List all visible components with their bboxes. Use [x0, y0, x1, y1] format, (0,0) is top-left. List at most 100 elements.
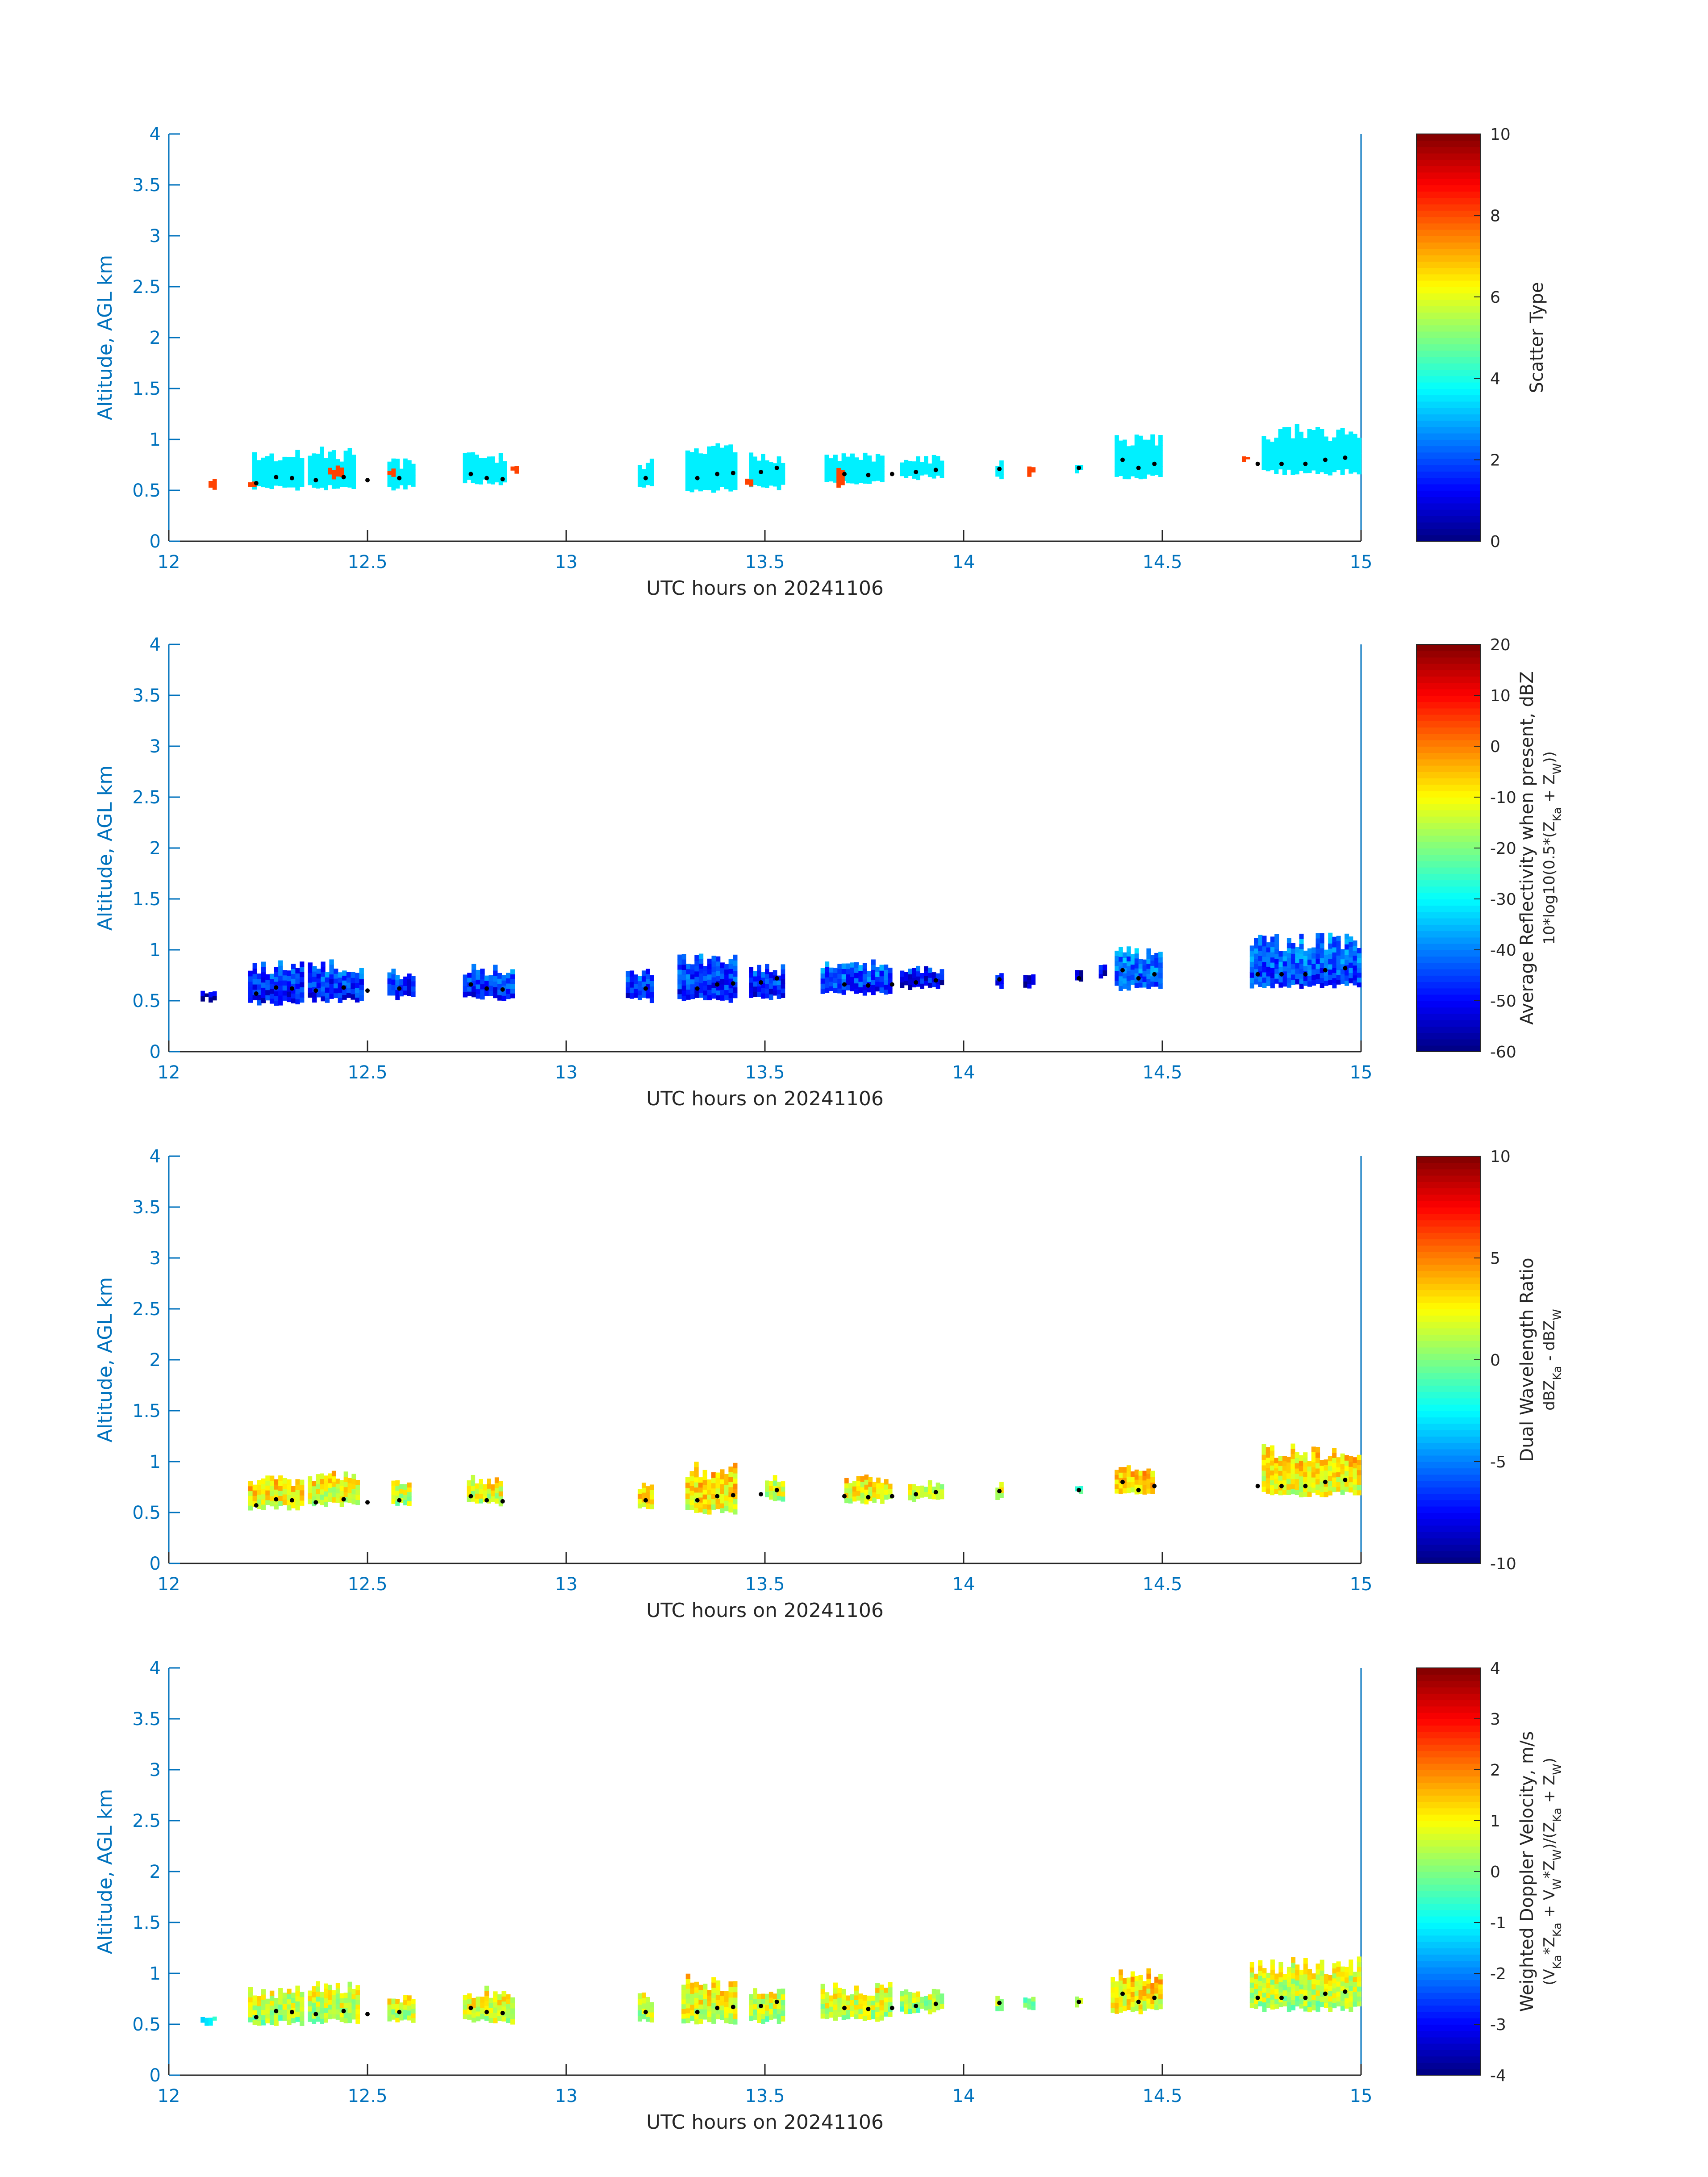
data-cell — [777, 1989, 781, 1994]
data-cell — [1291, 964, 1296, 969]
data-cell — [328, 2014, 332, 2019]
data-cell — [1332, 1458, 1337, 1463]
cloud-base-dot — [1136, 465, 1141, 470]
data-cell — [395, 2003, 400, 2009]
data-cell — [1138, 1989, 1143, 1995]
data-cell — [1332, 1472, 1337, 1478]
data-cell — [904, 1994, 909, 2000]
data-cell — [757, 2013, 761, 2018]
data-cell — [347, 463, 352, 468]
x-tick-label: 13 — [555, 1062, 578, 1083]
colorbar-segment — [1416, 465, 1480, 472]
colorbar-segment — [1416, 325, 1480, 332]
data-cell — [269, 1480, 275, 1486]
data-cell — [328, 1989, 332, 1995]
data-cell — [1295, 434, 1299, 440]
colorbar-segment — [1416, 816, 1480, 823]
data-cell — [1270, 936, 1275, 942]
data-cell — [476, 994, 480, 999]
data-cell — [820, 1998, 825, 2004]
data-cell — [1278, 1977, 1283, 1982]
data-cell — [407, 1501, 412, 1506]
data-cell — [287, 986, 292, 992]
data-cell — [498, 1481, 503, 1487]
data-cell — [698, 953, 704, 959]
data-cell — [852, 1486, 857, 1492]
data-cell — [1311, 445, 1316, 451]
data-cell — [355, 2018, 360, 2024]
data-cell — [339, 472, 344, 477]
data-cell — [479, 468, 483, 474]
colorbar-segment — [1416, 1935, 1480, 1942]
data-cell — [1266, 961, 1271, 967]
data-cell — [411, 981, 416, 987]
data-cell — [884, 2006, 889, 2012]
data-cell — [497, 973, 502, 979]
data-cell — [471, 467, 476, 473]
data-cell — [694, 1507, 699, 1513]
data-cell — [480, 978, 485, 985]
data-cell — [724, 464, 729, 470]
data-cell — [391, 1485, 396, 1490]
data-cell — [391, 472, 396, 477]
data-cell — [1320, 1492, 1324, 1497]
colorbar-segment — [1416, 1538, 1480, 1545]
data-cell — [407, 480, 412, 485]
data-cell — [829, 2001, 834, 2007]
data-cell — [1265, 1473, 1270, 1479]
data-cell — [1282, 1974, 1287, 1980]
data-cell — [1311, 2005, 1316, 2010]
data-cell — [1353, 1981, 1357, 1987]
data-cell — [825, 966, 830, 973]
data-cell — [269, 1486, 275, 1492]
data-cell — [935, 470, 940, 476]
cloud-base-dot — [468, 1494, 473, 1499]
data-cell — [265, 979, 270, 985]
data-cell — [1336, 960, 1341, 965]
data-cell — [252, 457, 257, 464]
data-cell — [825, 1997, 830, 2003]
data-cell — [342, 975, 347, 981]
data-cell — [1138, 457, 1143, 463]
data-cell — [1126, 1983, 1131, 1989]
data-cell — [278, 965, 283, 971]
y-tick-label: 1 — [150, 430, 161, 450]
data-cell — [1344, 449, 1349, 455]
data-cell — [248, 986, 253, 992]
colorbar-segment — [1416, 1296, 1480, 1303]
colorbar-segment — [1416, 223, 1480, 230]
data-cell — [510, 978, 515, 984]
data-cell — [1332, 967, 1337, 973]
colorbar-segment — [1416, 1910, 1480, 1917]
data-cell — [1307, 1491, 1312, 1497]
data-cell — [1258, 2001, 1263, 2006]
data-cell — [698, 464, 703, 470]
data-cell — [689, 457, 694, 463]
cloud-base-dot — [889, 472, 894, 476]
data-cell — [324, 1496, 328, 1502]
data-cell — [261, 961, 266, 967]
data-cell — [1328, 1466, 1332, 1471]
data-cell — [346, 977, 351, 983]
data-cell — [1332, 957, 1337, 963]
data-cell — [924, 1492, 928, 1497]
data-cell — [1303, 965, 1308, 971]
data-cell — [347, 1483, 352, 1488]
data-cell — [916, 1494, 920, 1500]
data-cell — [257, 1504, 262, 1509]
data-cell — [1344, 1486, 1349, 1492]
data-cell — [387, 989, 392, 996]
data-cell — [935, 1494, 940, 1500]
data-cell — [300, 1479, 305, 1485]
data-cell — [1332, 2003, 1337, 2009]
data-cell — [475, 1483, 479, 1489]
data-cell — [728, 1981, 733, 1987]
data-cell — [395, 980, 400, 986]
data-cell — [1286, 977, 1291, 983]
data-cell — [1353, 1462, 1357, 1469]
data-cell — [320, 472, 324, 478]
data-cell — [698, 1477, 703, 1483]
data-cell — [395, 1495, 400, 1501]
data-cell — [825, 977, 830, 983]
data-cell — [829, 977, 834, 982]
